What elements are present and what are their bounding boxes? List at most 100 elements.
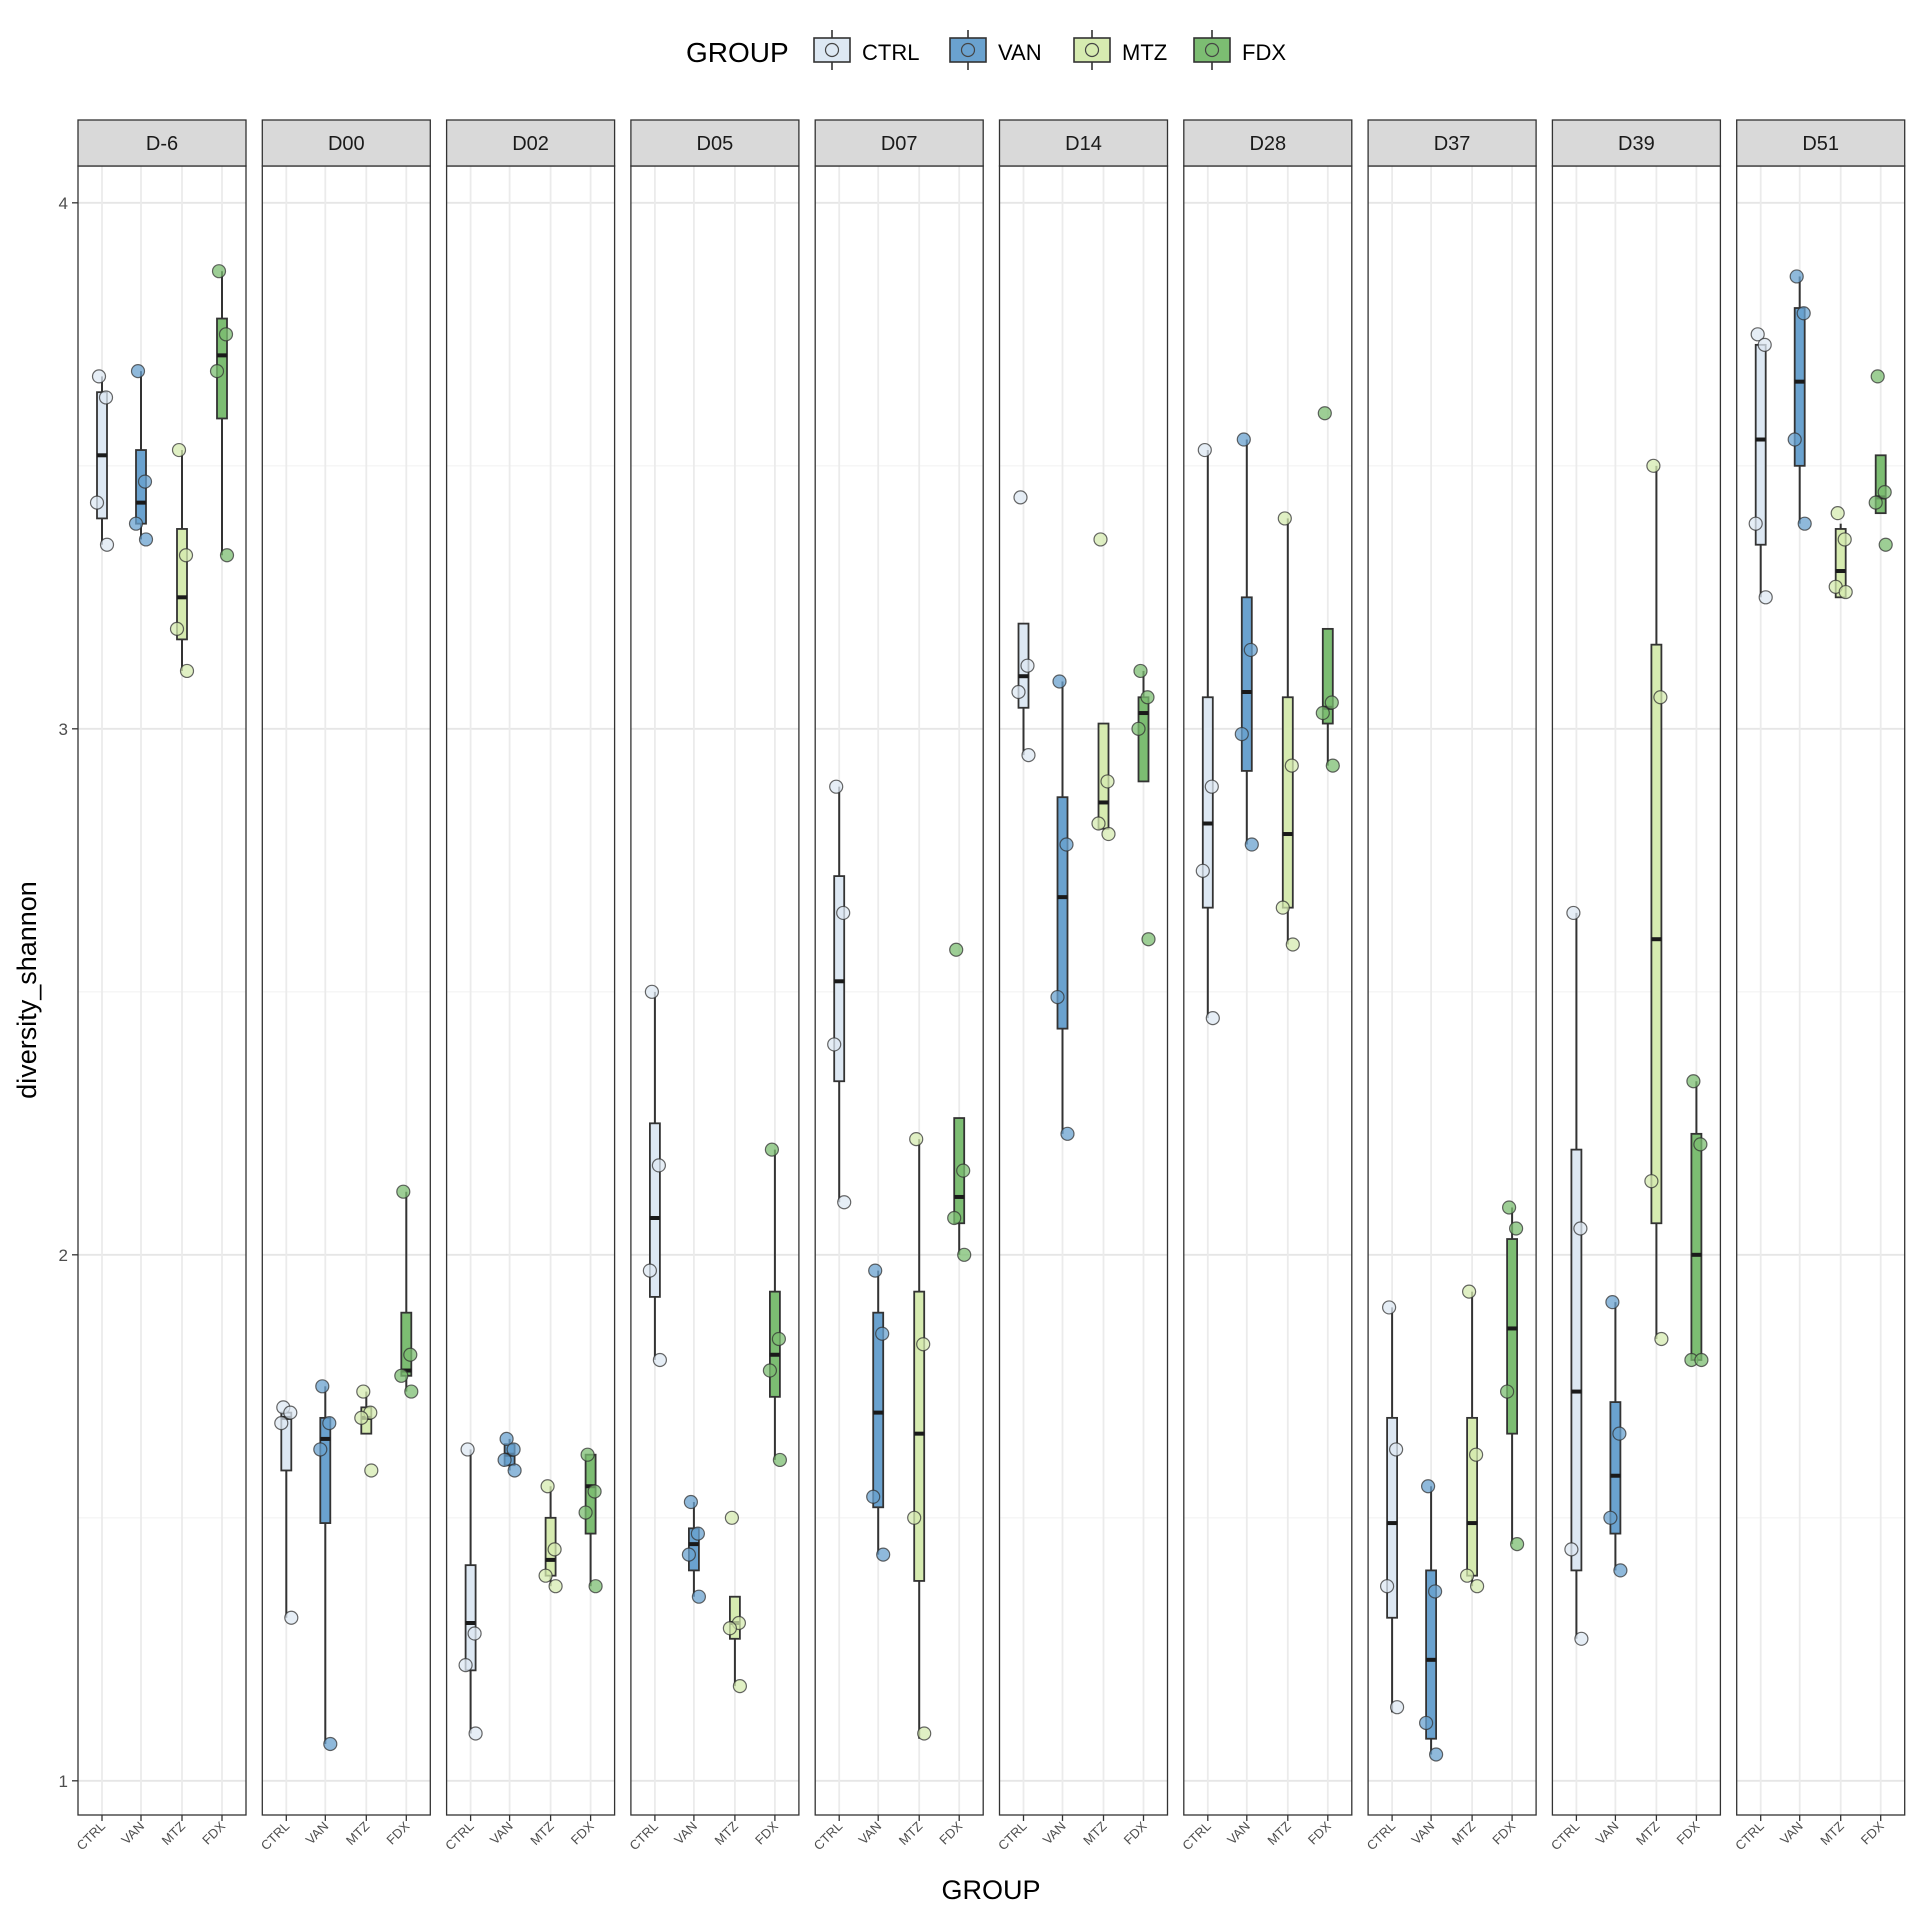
box-d14-mtz <box>1091 532 1116 842</box>
data-point <box>588 1579 603 1594</box>
facet-strip <box>1551 119 1722 167</box>
data-point <box>681 1547 697 1562</box>
data-point <box>1244 837 1259 852</box>
data-point <box>1275 900 1290 915</box>
box-d00-fdx <box>394 1184 419 1399</box>
box-iqr <box>176 528 188 641</box>
data-point <box>587 1484 602 1499</box>
data-point <box>1141 932 1156 947</box>
data-point <box>916 1337 931 1352</box>
data-point <box>1234 726 1249 742</box>
box-d07-fdx <box>947 942 972 1262</box>
data-point <box>949 942 964 957</box>
data-point <box>690 1526 706 1541</box>
data-point <box>1646 458 1661 473</box>
data-point <box>89 495 105 510</box>
box-d37-ctrl <box>1379 1300 1405 1715</box>
data-point <box>1564 1542 1579 1557</box>
box-d02-mtz <box>538 1479 563 1594</box>
box-d51-fdx <box>1868 369 1893 552</box>
data-point <box>283 1405 298 1420</box>
legend-label-mtz: MTZ <box>1122 40 1167 65</box>
data-point <box>211 264 227 279</box>
data-point <box>323 1736 338 1752</box>
data-point <box>1427 1584 1443 1599</box>
data-point <box>91 369 107 384</box>
data-point <box>1509 1537 1525 1552</box>
data-point <box>1133 663 1148 679</box>
data-point <box>1197 442 1212 458</box>
box-d39-fdx <box>1684 1074 1709 1368</box>
data-point <box>837 1195 852 1210</box>
legend-point <box>824 42 840 58</box>
facet-strip <box>814 119 984 167</box>
box-d-6-fdx <box>209 264 235 563</box>
data-point <box>683 1494 699 1510</box>
facet-strip-label: D51 <box>1802 133 1839 155</box>
box-d39-ctrl <box>1564 905 1589 1646</box>
data-point <box>772 1452 788 1468</box>
data-point <box>1461 1284 1477 1299</box>
facet-strip-label: D28 <box>1249 133 1286 155</box>
data-point <box>1686 1074 1701 1089</box>
y-tick-label: 1 <box>59 1772 68 1791</box>
box-d02-ctrl <box>458 1442 483 1741</box>
data-point <box>499 1431 514 1447</box>
legend-title: GROUP <box>686 37 789 68</box>
data-point <box>137 474 153 489</box>
data-point <box>1830 506 1845 521</box>
data-point <box>907 1510 922 1525</box>
box-iqr <box>1874 454 1887 515</box>
data-point <box>1418 1715 1434 1731</box>
box-d07-ctrl <box>827 779 852 1210</box>
box-d05-mtz <box>722 1510 748 1694</box>
facet-strip-label: D07 <box>881 133 918 155</box>
data-point <box>868 1263 883 1278</box>
y-axis: 1 2 3 4 <box>59 194 78 1791</box>
panel-background <box>446 166 615 1815</box>
data-point <box>548 1579 563 1594</box>
x-axis-title: GROUP <box>941 1875 1040 1905</box>
data-point <box>315 1379 330 1394</box>
data-point <box>1758 590 1773 605</box>
data-point <box>1838 584 1853 600</box>
data-point <box>356 1384 371 1399</box>
data-point <box>1644 1174 1659 1189</box>
box-iqr <box>1425 1569 1437 1740</box>
data-point <box>1420 1479 1436 1494</box>
data-point <box>866 1489 881 1504</box>
y-tick-label: 2 <box>59 1246 68 1265</box>
data-point <box>179 663 195 679</box>
box-d00-mtz <box>354 1384 379 1478</box>
data-point <box>1101 826 1116 842</box>
data-point <box>1573 1221 1588 1236</box>
box-d51-ctrl <box>1748 327 1773 605</box>
box-iqr <box>1650 643 1663 1225</box>
data-point <box>1011 684 1026 700</box>
facet-strip-label: D-6 <box>146 133 178 155</box>
box-iqr <box>1754 343 1767 546</box>
data-point <box>1870 369 1885 384</box>
box-iqr <box>1240 596 1253 772</box>
data-point <box>396 1184 411 1199</box>
data-point <box>209 364 225 379</box>
box-d00-van <box>313 1379 338 1752</box>
facet-strip-label: D02 <box>512 133 549 155</box>
data-point <box>284 1610 299 1625</box>
box-iqr <box>1690 1132 1703 1361</box>
data-point <box>642 1263 658 1278</box>
data-point <box>1613 1563 1628 1578</box>
facet-strip-label: D39 <box>1618 133 1655 155</box>
data-point <box>364 1463 379 1478</box>
data-point <box>1428 1747 1444 1762</box>
data-point <box>1317 406 1332 421</box>
data-point <box>836 905 851 921</box>
data-point <box>957 1247 972 1262</box>
data-point <box>956 1163 971 1178</box>
data-point <box>1052 674 1067 689</box>
data-point <box>1059 837 1074 852</box>
